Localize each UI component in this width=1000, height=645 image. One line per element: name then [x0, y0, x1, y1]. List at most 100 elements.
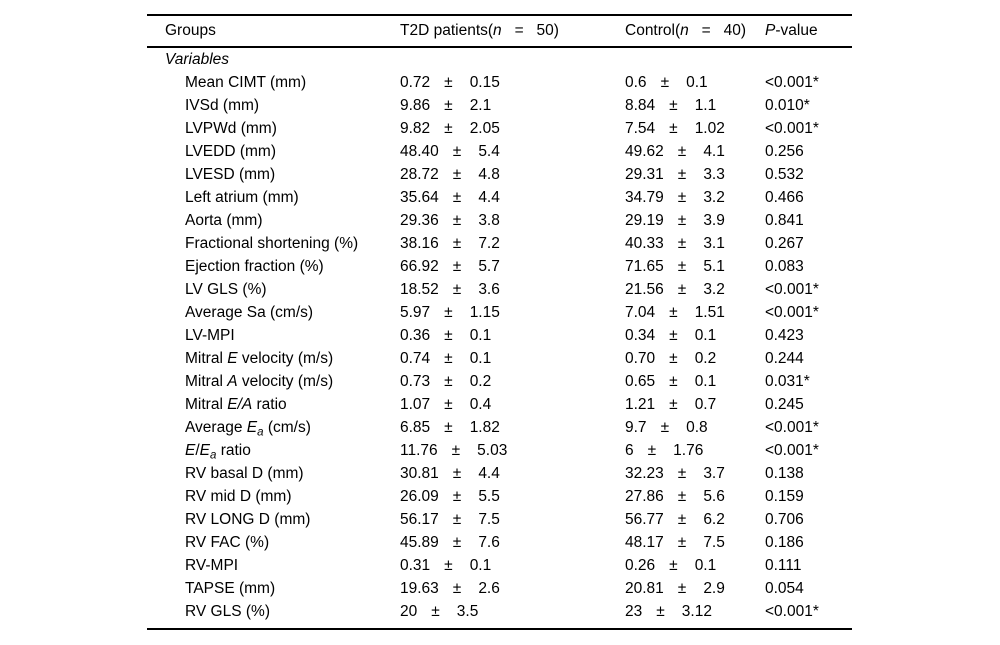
t2d-mean: 0.31	[400, 557, 431, 575]
t2d-sd: 7.5	[478, 511, 500, 529]
plus-minus-symbol: ±	[677, 166, 687, 184]
stat-cell-t2d: 0.36 ±0.1	[400, 324, 491, 347]
plus-minus-symbol: ±	[431, 603, 440, 621]
stat-cell-control: 20.81 ±2.9	[625, 577, 725, 600]
control-sd: 5.6	[703, 488, 725, 506]
control-sd: 1.76	[673, 442, 704, 460]
stat-cell-control: 40.33 ±3.1	[625, 232, 725, 255]
control-sd: 0.1	[694, 327, 717, 345]
plus-minus-symbol: ±	[444, 557, 453, 575]
row-label: Average Ea (cm/s)	[185, 419, 311, 439]
stat-cell-t2d: 29.36 ±3.8	[400, 209, 500, 232]
plus-minus-symbol: ±	[452, 511, 462, 529]
t2d-sd: 5.03	[477, 442, 508, 460]
plus-minus-symbol: ±	[660, 419, 670, 437]
p-value: 0.083	[765, 258, 804, 276]
section-label: Variables	[165, 51, 230, 69]
plus-minus-symbol: ±	[444, 304, 453, 322]
plus-minus-symbol: ±	[660, 74, 670, 92]
plus-minus-symbol: ±	[677, 580, 687, 598]
stat-cell-t2d: 19.63 ±2.6	[400, 577, 500, 600]
control-mean: 21.56	[625, 281, 664, 299]
stat-cell-control: 29.19 ±3.9	[625, 209, 725, 232]
control-mean: 7.54	[625, 120, 656, 138]
plus-minus-symbol: ±	[452, 281, 462, 299]
control-mean: 0.70	[625, 350, 656, 368]
plus-minus-symbol: ±	[444, 350, 453, 368]
p-value: 0.244	[765, 350, 804, 368]
stat-cell-control: 21.56 ±3.2	[625, 278, 725, 301]
control-sd: 0.7	[694, 396, 717, 414]
table-row: Mitral E velocity (m/s) 0.74 ±0.1 0.70 ±0.…	[147, 347, 852, 370]
plus-minus-symbol: ±	[669, 373, 678, 391]
control-mean: 49.62	[625, 143, 664, 161]
p-value: 0.532	[765, 166, 804, 184]
control-mean: 0.65	[625, 373, 656, 391]
plus-minus-symbol: ±	[444, 327, 453, 345]
row-label: RV basal D (mm)	[185, 465, 304, 483]
row-label: LV GLS (%)	[185, 281, 267, 299]
table-row: TAPSE (mm) 19.63 ±2.6 20.81 ±2.9 0.054	[147, 577, 852, 600]
header-control: Control(n = 40)	[625, 21, 747, 39]
p-value: 0.186	[765, 534, 804, 552]
table-row: Mean CIMT (mm) 0.72 ±0.15 0.6 ±0.1 <0.001*	[147, 71, 852, 94]
t2d-mean: 20	[400, 603, 418, 621]
stat-cell-t2d: 35.64 ±4.4	[400, 186, 500, 209]
plus-minus-symbol: ±	[677, 235, 687, 253]
t2d-sd: 2.1	[469, 97, 492, 115]
stat-cell-t2d: 56.17 ±7.5	[400, 508, 500, 531]
row-label: LV-MPI	[185, 327, 235, 345]
stat-cell-t2d: 28.72 ±4.8	[400, 163, 500, 186]
control-mean: 8.84	[625, 97, 656, 115]
stat-cell-t2d: 9.82 ±2.05	[400, 117, 500, 140]
plus-minus-symbol: ±	[656, 603, 665, 621]
t2d-mean: 1.07	[400, 396, 431, 414]
plus-minus-symbol: ±	[677, 143, 687, 161]
plus-minus-symbol: ±	[677, 258, 687, 276]
section-row-variables: Variables	[147, 48, 852, 71]
t2d-mean: 35.64	[400, 189, 439, 207]
stat-cell-control: 29.31 ±3.3	[625, 163, 725, 186]
plus-minus-symbol: ±	[669, 350, 678, 368]
t2d-sd: 2.6	[478, 580, 500, 598]
control-mean: 7.04	[625, 304, 656, 322]
stat-cell-control: 8.84 ±1.1	[625, 94, 716, 117]
row-label: TAPSE (mm)	[185, 580, 276, 598]
plus-minus-symbol: ±	[677, 189, 687, 207]
t2d-sd: 0.4	[469, 396, 492, 414]
t2d-mean: 0.74	[400, 350, 431, 368]
control-sd: 3.3	[703, 166, 725, 184]
t2d-sd: 4.4	[478, 465, 500, 483]
control-mean: 6	[625, 442, 634, 460]
control-mean: 0.34	[625, 327, 656, 345]
t2d-sd: 7.6	[478, 534, 500, 552]
plus-minus-symbol: ±	[677, 511, 687, 529]
control-sd: 3.2	[703, 281, 725, 299]
row-label: RV LONG D (mm)	[185, 511, 311, 529]
stat-cell-control: 0.34 ±0.1	[625, 324, 716, 347]
control-sd: 0.1	[686, 74, 708, 92]
p-value: 0.267	[765, 235, 804, 253]
control-sd: 5.1	[703, 258, 725, 276]
plus-minus-symbol: ±	[669, 557, 678, 575]
p-value: 0.466	[765, 189, 804, 207]
table-bottom-rule	[147, 628, 852, 630]
row-label: Left atrium (mm)	[185, 189, 299, 207]
control-mean: 23	[625, 603, 643, 621]
t2d-mean: 11.76	[400, 442, 438, 460]
stat-cell-control: 0.70 ±0.2	[625, 347, 716, 370]
table-top-rule	[147, 14, 852, 16]
table-row: Aorta (mm) 29.36 ±3.8 29.19 ±3.9 0.841	[147, 209, 852, 232]
table-row: Ejection fraction (%) 66.92 ±5.7 71.65 ±5.…	[147, 255, 852, 278]
t2d-sd: 0.15	[469, 74, 500, 92]
table-row: Fractional shortening (%) 38.16 ±7.2 40.3…	[147, 232, 852, 255]
t2d-mean: 56.17	[400, 511, 439, 529]
stat-cell-control: 23 ±3.12	[625, 600, 712, 623]
stat-cell-t2d: 30.81 ±4.4	[400, 462, 500, 485]
control-sd: 0.1	[694, 557, 717, 575]
t2d-mean: 6.85	[400, 419, 431, 437]
stat-cell-t2d: 1.07 ±0.4	[400, 393, 491, 416]
plus-minus-symbol: ±	[452, 166, 462, 184]
stat-cell-control: 32.23 ±3.7	[625, 462, 725, 485]
row-label: Ejection fraction (%)	[185, 258, 324, 276]
